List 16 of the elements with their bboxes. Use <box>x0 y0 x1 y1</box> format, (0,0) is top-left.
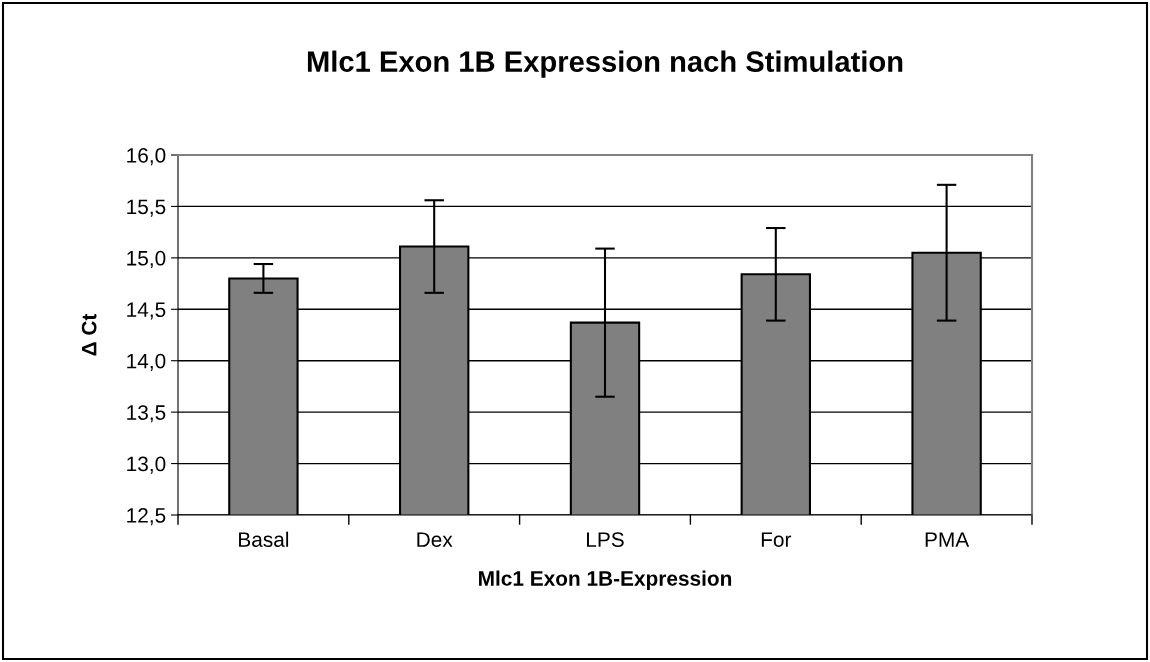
y-tick-label: 13,0 <box>127 456 166 474</box>
x-tick-label: Dex <box>417 532 453 547</box>
y-tick-label: 12,5 <box>127 508 166 526</box>
x-tick-label: PMA <box>925 532 970 547</box>
y-tick-label: 14,5 <box>127 302 166 320</box>
chart-title: Mlc1 Exon 1B Expression nach Stimulation <box>307 50 903 78</box>
y-tick-label: 14,0 <box>127 353 166 371</box>
y-tick-label: 15,5 <box>127 199 166 217</box>
y-axis-title: Δ Ct <box>81 313 97 356</box>
x-tick-label: For <box>761 532 792 547</box>
y-tick-label: 15,0 <box>127 250 166 269</box>
x-tick-label: LPS <box>587 532 624 547</box>
y-tick-label: 16,0 <box>127 148 166 166</box>
x-tick-label: Basal <box>239 531 289 547</box>
y-tick-label: 13,5 <box>127 405 166 423</box>
x-axis-title: Mlc1 Exon 1B-Expression <box>479 570 732 590</box>
